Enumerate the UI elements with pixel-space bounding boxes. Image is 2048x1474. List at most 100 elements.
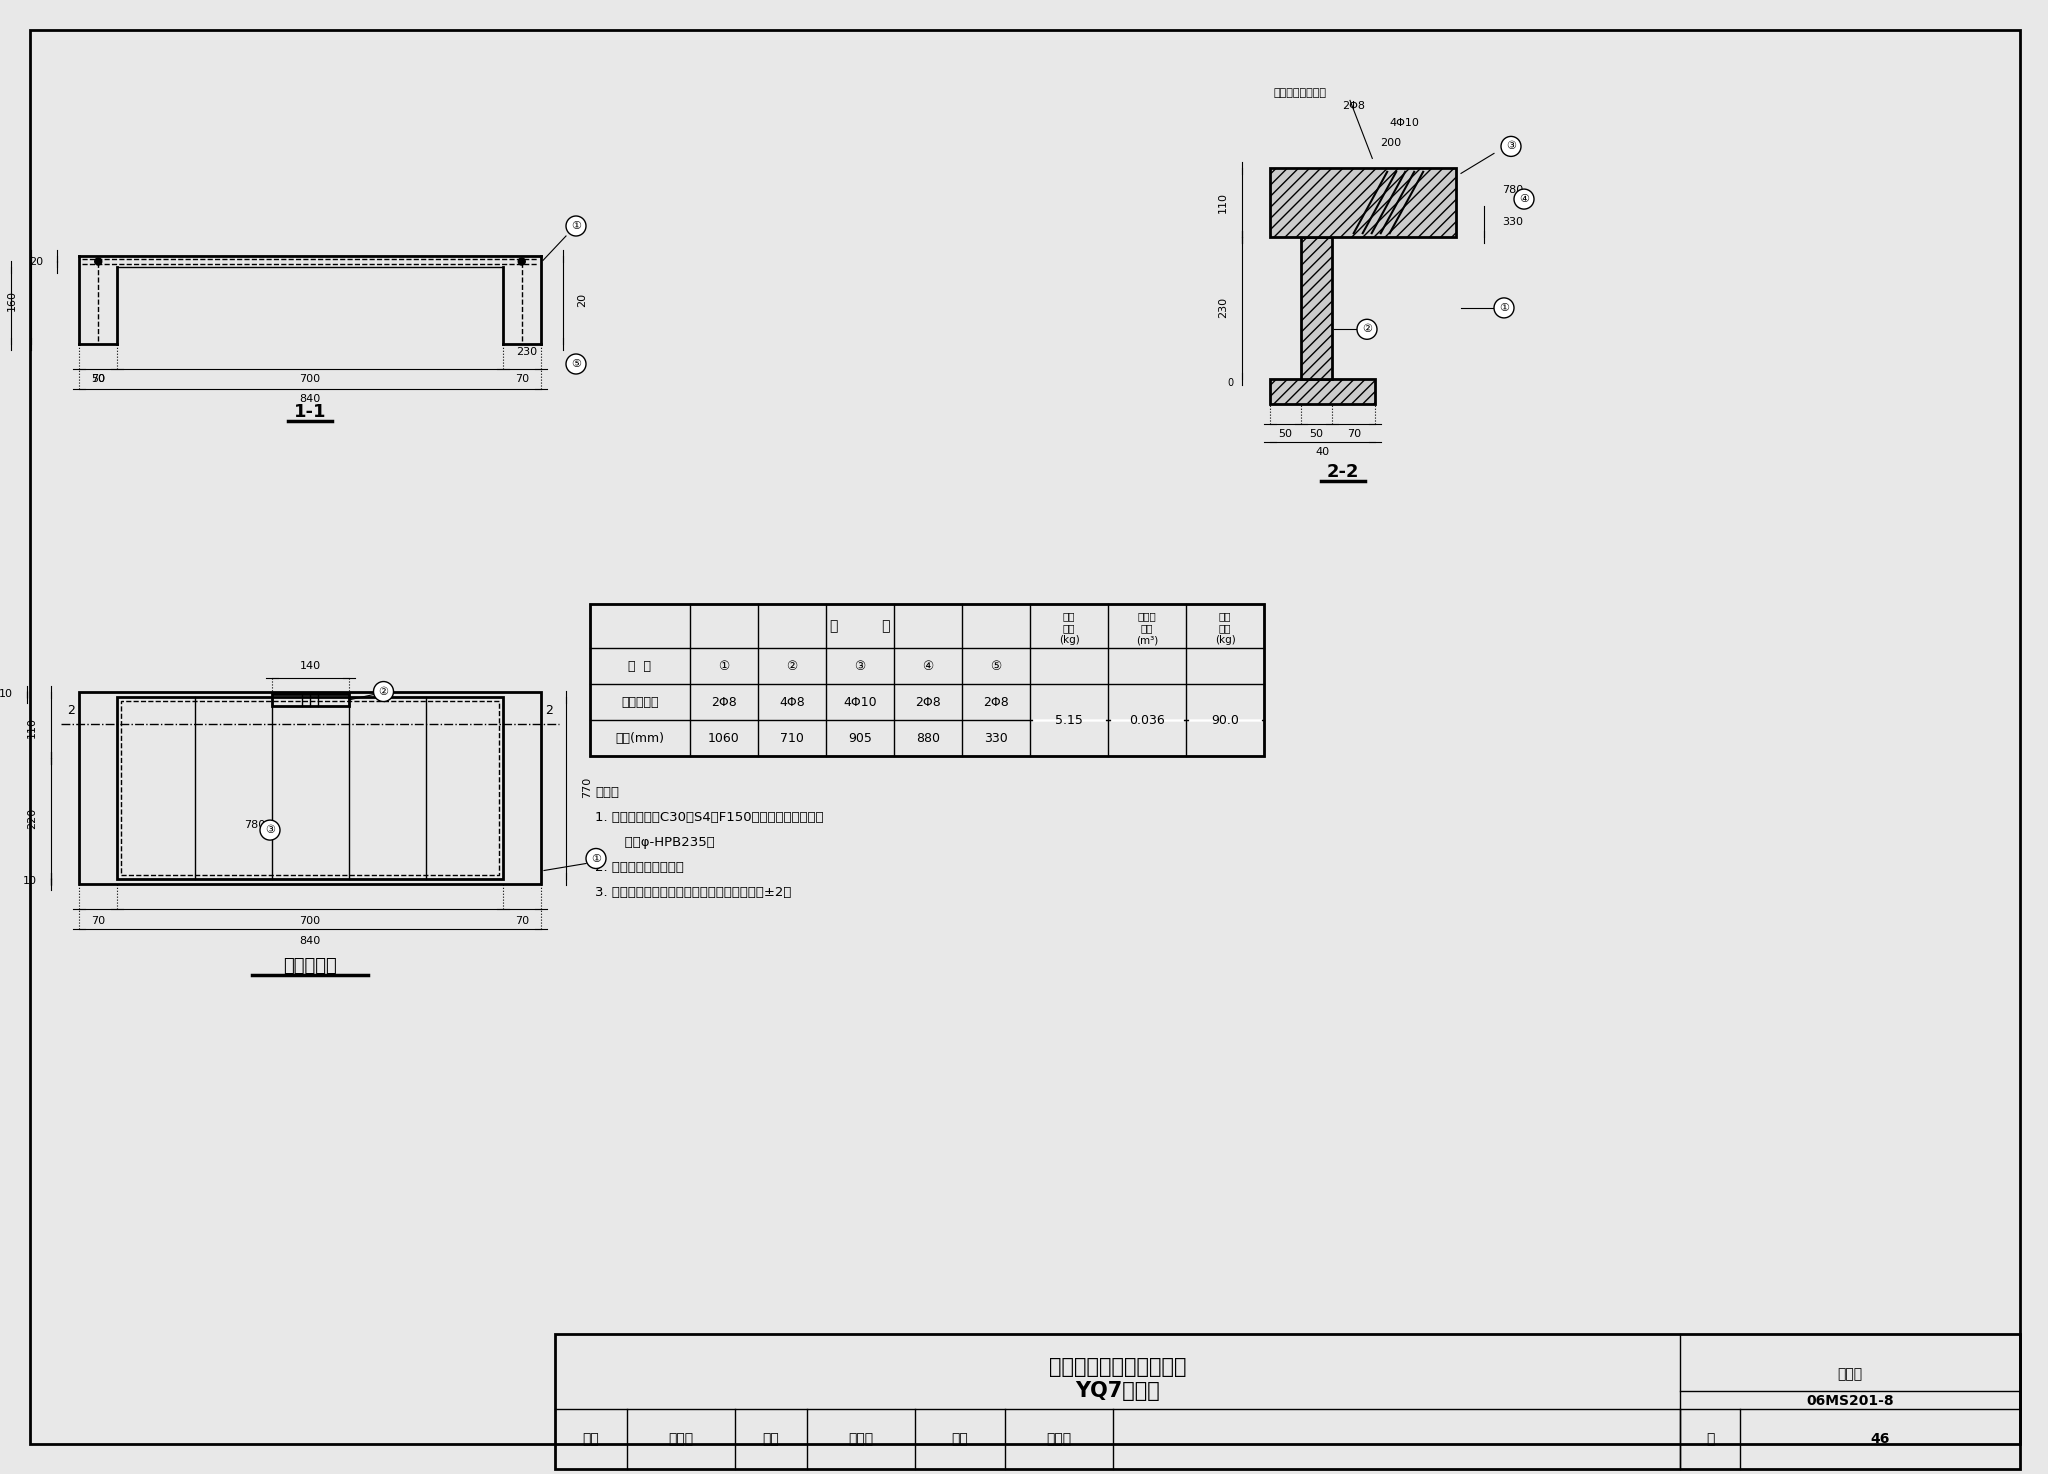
Text: 设计: 设计 <box>952 1433 969 1446</box>
Text: 160: 160 <box>6 289 16 311</box>
Text: 2-2: 2-2 <box>1327 463 1360 481</box>
Text: ③: ③ <box>1505 142 1516 152</box>
Text: ⑤: ⑤ <box>571 360 582 368</box>
Text: 根数与直径: 根数与直径 <box>621 696 659 709</box>
Text: 230: 230 <box>516 346 537 357</box>
Text: 1-1: 1-1 <box>293 402 326 422</box>
Bar <box>590 604 1264 756</box>
Text: 4Φ10: 4Φ10 <box>844 696 877 709</box>
Circle shape <box>565 354 586 374</box>
Text: 50: 50 <box>1309 429 1323 439</box>
Text: 2Φ8: 2Φ8 <box>983 696 1010 709</box>
Text: 780: 780 <box>244 820 266 830</box>
Text: 880: 880 <box>915 731 940 744</box>
Text: 3. 构件表面要求平直、压光；构件尺寸误差：±2。: 3. 构件表面要求平直、压光；构件尺寸误差：±2。 <box>596 886 791 899</box>
Text: ①: ① <box>592 853 600 864</box>
Bar <box>272 693 348 706</box>
Circle shape <box>373 681 393 702</box>
Text: (m³): (m³) <box>1137 635 1157 646</box>
Text: 710: 710 <box>780 731 805 744</box>
Text: ②: ② <box>786 659 797 672</box>
Bar <box>1300 237 1331 379</box>
Text: 70: 70 <box>92 915 104 926</box>
Text: 2Φ8: 2Φ8 <box>915 696 940 709</box>
Text: 混凝土: 混凝土 <box>1137 612 1157 621</box>
Text: 840: 840 <box>299 394 322 404</box>
Text: 10: 10 <box>23 876 37 886</box>
Text: 4Φ10: 4Φ10 <box>1389 118 1419 128</box>
Text: (kg): (kg) <box>1214 635 1235 646</box>
Text: 重量: 重量 <box>1219 624 1231 632</box>
Text: 330: 330 <box>985 731 1008 744</box>
Text: 体积: 体积 <box>1141 624 1153 632</box>
Text: 2: 2 <box>545 703 553 716</box>
Text: 4Φ8: 4Φ8 <box>778 696 805 709</box>
Circle shape <box>586 849 606 868</box>
Text: 编  号: 编 号 <box>629 659 651 672</box>
Text: ③: ③ <box>854 659 866 672</box>
Text: 2Φ8: 2Φ8 <box>711 696 737 709</box>
Text: 70: 70 <box>92 374 104 385</box>
Text: 钢          筋: 钢 筋 <box>829 619 891 632</box>
Text: 780: 780 <box>1501 186 1524 195</box>
Text: 2Φ8: 2Φ8 <box>1341 102 1366 112</box>
Circle shape <box>565 217 586 236</box>
Text: 20: 20 <box>578 293 588 307</box>
Circle shape <box>1493 298 1513 318</box>
Text: 110: 110 <box>1219 192 1229 214</box>
Text: 770: 770 <box>582 777 592 799</box>
Text: 1. 材料：混凝土C30、S4、F150（根据需要选用）；: 1. 材料：混凝土C30、S4、F150（根据需要选用）； <box>596 811 823 824</box>
Circle shape <box>518 258 524 265</box>
Text: 70: 70 <box>514 374 528 385</box>
Text: YQ7配筋图: YQ7配筋图 <box>1075 1381 1159 1400</box>
Bar <box>121 702 498 874</box>
Bar <box>1270 168 1456 237</box>
Text: ①: ① <box>1499 302 1509 312</box>
Text: 40: 40 <box>1315 447 1329 457</box>
Text: 0: 0 <box>1229 379 1235 388</box>
Bar <box>117 697 502 879</box>
Text: 构件: 构件 <box>1219 612 1231 621</box>
Text: 1060: 1060 <box>709 731 739 744</box>
Text: 钢筋φ-HPB235。: 钢筋φ-HPB235。 <box>596 836 715 849</box>
Text: 钢筋: 钢筋 <box>1063 612 1075 621</box>
Text: 2. 环向钢筋居中放置。: 2. 环向钢筋居中放置。 <box>596 861 684 874</box>
Text: 说明：: 说明： <box>596 786 618 799</box>
Circle shape <box>1501 137 1522 156</box>
Text: ④: ④ <box>922 659 934 672</box>
Text: 700: 700 <box>299 374 322 385</box>
Text: 正面形状同立缘石: 正面形状同立缘石 <box>1274 88 1327 99</box>
Text: 140: 140 <box>299 660 322 671</box>
Text: 10: 10 <box>0 690 12 699</box>
Text: (kg): (kg) <box>1059 635 1079 646</box>
Text: 审核: 审核 <box>582 1433 600 1446</box>
Text: 06MS201-8: 06MS201-8 <box>1806 1394 1894 1408</box>
Text: 盛奕节: 盛奕节 <box>848 1433 874 1446</box>
Text: 预制混凝土装配式雨水口: 预制混凝土装配式雨水口 <box>1049 1358 1186 1377</box>
Text: ③: ③ <box>264 825 274 836</box>
Text: 页: 页 <box>1706 1433 1714 1446</box>
Circle shape <box>94 258 102 265</box>
Text: 校对: 校对 <box>762 1433 780 1446</box>
Text: 5.15: 5.15 <box>1055 713 1083 727</box>
Text: 230: 230 <box>1219 298 1229 318</box>
Text: 70: 70 <box>514 915 528 926</box>
Text: 20: 20 <box>29 256 43 267</box>
Text: 220: 220 <box>27 808 37 828</box>
Text: 46: 46 <box>1870 1433 1890 1446</box>
Text: 840: 840 <box>299 936 322 946</box>
Bar <box>80 691 541 884</box>
Text: ⑤: ⑤ <box>991 659 1001 672</box>
Text: 图集号: 图集号 <box>1837 1366 1862 1381</box>
Text: ②: ② <box>1362 324 1372 335</box>
Text: 2: 2 <box>68 703 76 716</box>
Text: 50: 50 <box>1278 429 1292 439</box>
Text: 905: 905 <box>848 731 872 744</box>
Text: ②: ② <box>379 687 389 697</box>
Text: 平面配筋图: 平面配筋图 <box>283 957 336 974</box>
Bar <box>1270 379 1376 404</box>
Text: ①: ① <box>571 221 582 231</box>
Text: 王僅山: 王僅山 <box>668 1433 694 1446</box>
Circle shape <box>1513 189 1534 209</box>
Text: 长度(mm): 长度(mm) <box>616 731 664 744</box>
